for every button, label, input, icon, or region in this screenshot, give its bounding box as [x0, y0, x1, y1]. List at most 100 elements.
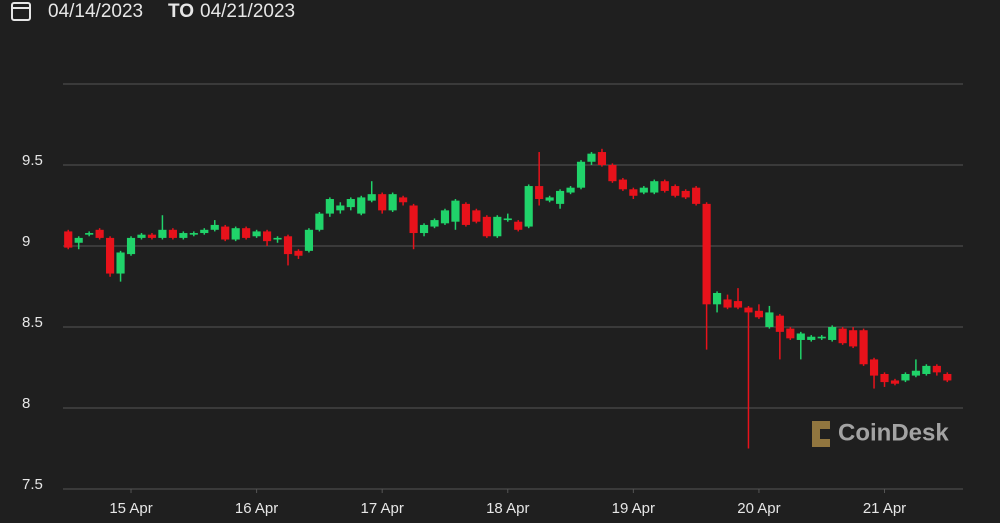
- candle-body: [807, 336, 816, 340]
- candle-body: [796, 333, 805, 340]
- candle: [106, 236, 115, 277]
- candle-body: [660, 181, 669, 191]
- candle-body: [367, 194, 376, 201]
- candle: [399, 195, 408, 206]
- candle: [179, 231, 188, 240]
- candle: [430, 218, 439, 229]
- candle: [221, 224, 230, 242]
- candle: [849, 327, 858, 349]
- candle: [252, 229, 261, 238]
- candle: [315, 211, 324, 232]
- candle: [566, 186, 575, 195]
- candle-body: [786, 328, 795, 339]
- candle: [514, 220, 523, 232]
- candle-body: [315, 213, 324, 230]
- candle-body: [838, 328, 847, 344]
- candle: [618, 177, 627, 191]
- x-tick-label: 19 Apr: [612, 500, 655, 517]
- candle-body: [744, 307, 753, 313]
- candle: [765, 305, 774, 329]
- candle: [378, 192, 387, 214]
- candle-body: [147, 234, 157, 238]
- candle: [158, 215, 167, 240]
- candle: [493, 215, 502, 238]
- candle: [147, 233, 157, 240]
- candle: [869, 357, 879, 389]
- candle-body: [671, 186, 680, 196]
- candle-body: [817, 336, 826, 339]
- candle: [859, 328, 868, 366]
- candle-body: [901, 373, 910, 381]
- candle: [461, 202, 470, 227]
- candle: [901, 372, 910, 383]
- candle-body: [440, 210, 450, 224]
- candle-body: [430, 220, 439, 227]
- candle-body: [179, 233, 188, 238]
- candle-body: [378, 194, 387, 211]
- candle-body: [137, 234, 146, 238]
- candle-body: [242, 228, 251, 238]
- candle-body: [106, 237, 115, 274]
- x-tick-label: 20 Apr: [737, 500, 780, 517]
- candle-body: [869, 359, 879, 376]
- candle-body: [461, 203, 470, 225]
- candle: [911, 359, 920, 378]
- candle-body: [409, 205, 418, 234]
- candle: [419, 223, 429, 237]
- candle-body: [849, 330, 858, 347]
- candle: [545, 195, 554, 203]
- candle-body: [95, 229, 104, 238]
- candle: [210, 220, 219, 232]
- candle: [702, 202, 711, 350]
- candle-body: [116, 252, 125, 274]
- candle-body: [754, 310, 764, 318]
- candle: [576, 160, 586, 190]
- y-tick-label: 9.5: [22, 152, 43, 169]
- candle-body: [210, 224, 219, 230]
- date-separator: TO: [168, 1, 194, 22]
- candle: [85, 231, 94, 237]
- candle: [482, 215, 491, 238]
- candle-body: [681, 190, 690, 198]
- candle-body: [639, 187, 648, 193]
- candle-body: [252, 231, 261, 237]
- candle: [629, 187, 638, 200]
- candle: [712, 291, 722, 313]
- candle: [650, 179, 659, 195]
- candle-body: [200, 229, 209, 234]
- candle-body: [880, 373, 889, 383]
- candle-body: [932, 365, 941, 373]
- candle: [587, 152, 596, 165]
- candle: [503, 213, 512, 222]
- y-tick-label: 9: [22, 233, 30, 250]
- candle: [681, 189, 690, 200]
- candle-body: [618, 179, 627, 190]
- candle-body: [943, 373, 952, 381]
- candle-body: [294, 250, 303, 256]
- candle: [262, 229, 272, 246]
- candle: [116, 250, 125, 282]
- candle: [556, 189, 565, 209]
- candle-body: [712, 292, 722, 305]
- candle: [932, 364, 941, 376]
- candle-body: [273, 237, 282, 240]
- candle-body: [472, 210, 481, 222]
- candle-body: [545, 197, 554, 201]
- candle: [294, 249, 303, 259]
- candle: [796, 331, 805, 360]
- candle-body: [503, 218, 512, 221]
- candle: [472, 208, 481, 224]
- candle-body: [231, 228, 240, 240]
- candle: [922, 364, 931, 376]
- candle-body: [221, 226, 230, 240]
- candle: [828, 325, 837, 342]
- candle-body: [262, 231, 272, 242]
- candle-body: [733, 301, 743, 308]
- candle: [64, 229, 73, 250]
- candle-body: [399, 197, 408, 203]
- candle: [744, 305, 753, 449]
- candle-body: [189, 233, 198, 235]
- candle: [74, 236, 83, 250]
